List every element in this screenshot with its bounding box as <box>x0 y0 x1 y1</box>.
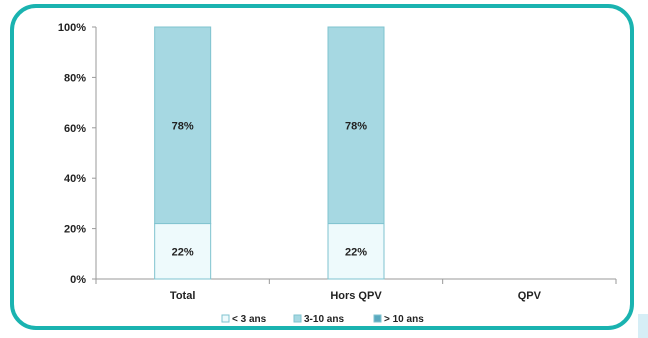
bar-segment <box>327 26 385 225</box>
x-category-labels: Total Hors QPV QPV <box>95 279 617 302</box>
corner-decoration <box>638 314 648 338</box>
legend-label: 3-10 ans <box>304 314 344 325</box>
data-label: 22% <box>172 246 194 258</box>
y-tick-label: 100% <box>58 22 86 34</box>
data-label: 78% <box>172 120 194 132</box>
x-category-label: QPV <box>518 290 542 302</box>
y-tick-labels: 0% 20% 40% 60% 80% 100% <box>58 22 96 286</box>
data-label: 22% <box>345 246 367 258</box>
chart-frame <box>10 4 634 330</box>
legend: < 3 ans 3-10 ans > 10 ans <box>221 314 424 325</box>
bar-segment <box>327 223 385 280</box>
x-category-label: Hors QPV <box>330 290 382 302</box>
bars: 22% 78% 22% 78% <box>154 26 385 280</box>
bar-segment <box>154 223 212 280</box>
legend-label: < 3 ans <box>232 314 267 325</box>
y-tick-label: 80% <box>64 72 86 84</box>
legend-label: > 10 ans <box>384 314 424 325</box>
y-tick-label: 60% <box>64 123 86 135</box>
legend-swatch <box>221 314 230 323</box>
y-tick-label: 40% <box>64 173 86 185</box>
x-category-label: Total <box>170 290 195 302</box>
legend-swatch <box>373 314 382 323</box>
y-tick-label: 0% <box>70 274 86 286</box>
legend-swatch <box>293 314 302 323</box>
data-label: 78% <box>345 120 367 132</box>
bar-segment <box>154 26 212 225</box>
y-tick-label: 20% <box>64 224 86 236</box>
